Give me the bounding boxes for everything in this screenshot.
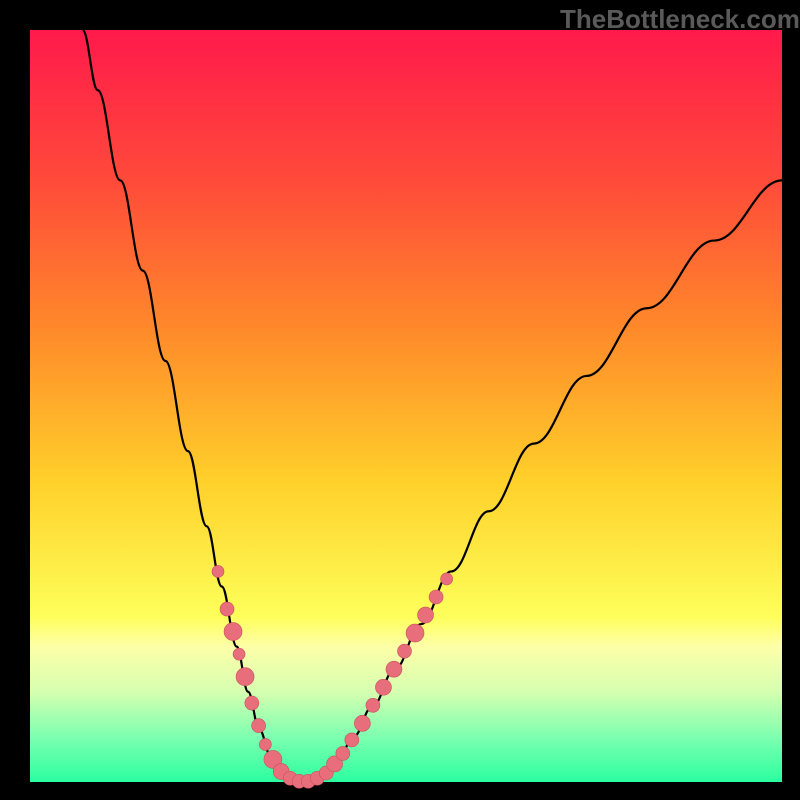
marker-point — [236, 668, 254, 686]
marker-point — [212, 565, 224, 577]
marker-point — [233, 648, 245, 660]
marker-point — [224, 623, 242, 641]
chart-frame: TheBottleneck.com — [0, 0, 800, 800]
marker-point — [345, 733, 359, 747]
markers-group — [212, 565, 453, 788]
marker-point — [220, 602, 234, 616]
marker-point — [366, 698, 380, 712]
marker-point — [336, 746, 350, 760]
marker-point — [397, 644, 411, 658]
marker-point — [245, 696, 259, 710]
bottleneck-curve — [0, 0, 800, 800]
marker-point — [354, 715, 370, 731]
marker-point — [406, 624, 424, 642]
marker-point — [259, 738, 271, 750]
marker-point — [375, 679, 391, 695]
curve-group — [83, 30, 782, 782]
curve-path — [83, 30, 782, 782]
marker-point — [252, 719, 266, 733]
marker-point — [441, 573, 453, 585]
marker-point — [386, 661, 402, 677]
marker-point — [429, 590, 443, 604]
marker-point — [418, 607, 434, 623]
